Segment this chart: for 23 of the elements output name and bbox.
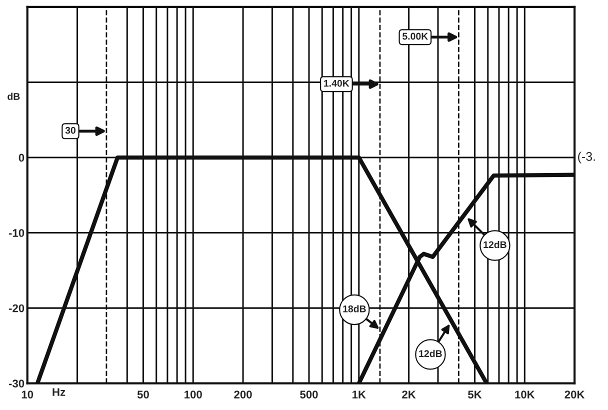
- ref-line-label: 30: [65, 126, 76, 134]
- x-tick-label: 1K: [352, 390, 366, 398]
- ref-line-label: 5.00K: [402, 32, 428, 40]
- annotation: 18dB: [343, 305, 366, 312]
- annotation: 12dB: [419, 350, 442, 358]
- x-tick-label: 50: [137, 390, 149, 398]
- annotation: 12dB: [484, 240, 506, 248]
- x-tick-label: 500: [300, 390, 318, 398]
- y-tick-label: 0: [18, 154, 24, 162]
- x-tick-label: 20K: [564, 390, 585, 398]
- y-tick-label: -30: [8, 380, 24, 388]
- x-tick-label: 10: [22, 390, 34, 398]
- y-tick-label: -20: [8, 304, 24, 312]
- x-tick-label: 200: [234, 390, 252, 398]
- x-tick-label: 100: [184, 390, 202, 398]
- x-tick-label: 2K: [402, 390, 416, 398]
- y-axis-title: dB: [8, 92, 20, 100]
- x-tick-label: 10K: [515, 390, 535, 398]
- text: (-3.: [578, 152, 595, 164]
- x-axis-title: Hz: [52, 388, 66, 396]
- ref-line-label: 1.40K: [324, 80, 350, 87]
- y-tick-label: -10: [8, 229, 24, 237]
- x-tick-label: 5K: [468, 390, 482, 398]
